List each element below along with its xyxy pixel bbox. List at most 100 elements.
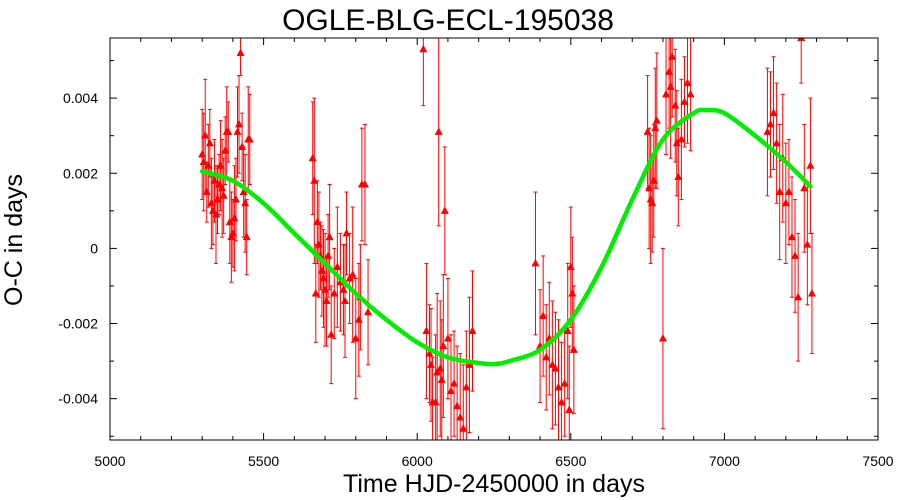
triangle-marker — [666, 82, 675, 90]
triangle-marker — [310, 176, 319, 184]
chart-title: OGLE-BLG-ECL-195038 — [282, 4, 614, 37]
data-point — [459, 364, 468, 440]
data-point — [794, 232, 803, 362]
data-point — [539, 255, 548, 377]
x-tick-label: 5000 — [94, 453, 125, 469]
y-tick-label: 0 — [90, 240, 98, 256]
data-point — [419, 38, 428, 107]
data-point — [453, 345, 462, 440]
data-point — [548, 300, 557, 430]
triangle-marker — [333, 262, 342, 271]
triangle-marker — [348, 270, 357, 278]
triangle-marker — [205, 138, 214, 147]
data-point — [440, 146, 449, 276]
triangle-marker — [450, 379, 459, 387]
triangle-marker — [557, 397, 566, 406]
data-point — [554, 319, 563, 440]
x-tick-label: 7500 — [862, 453, 893, 469]
data-point — [569, 285, 578, 415]
triangle-marker — [784, 187, 793, 196]
data-point — [791, 199, 800, 313]
triangle-marker — [554, 382, 563, 391]
triangle-marker — [807, 288, 816, 297]
data-point — [800, 123, 809, 253]
triangle-marker — [775, 187, 784, 196]
triangle-marker — [311, 288, 320, 297]
data-point — [360, 123, 369, 246]
triangle-marker — [446, 386, 455, 395]
triangle-marker — [360, 180, 369, 188]
data-point — [422, 262, 431, 400]
data-point — [236, 38, 245, 77]
triangle-marker — [351, 334, 360, 342]
triangle-marker — [680, 97, 689, 105]
x-axis-label: Time HJD-2450000 in days — [343, 470, 645, 498]
data-point — [462, 330, 471, 440]
data-point — [219, 157, 228, 234]
triangle-marker — [422, 326, 431, 335]
data-point — [245, 93, 254, 186]
triangle-marker — [465, 360, 474, 368]
plot-frame — [109, 37, 879, 441]
data-layer — [198, 38, 816, 440]
triangle-marker — [542, 352, 551, 361]
data-point — [807, 232, 816, 355]
tick-layer: 5000 5500 6000 6500 7000 7500 -0.004 -0.002 0 0.0… — [58, 38, 894, 469]
x-tick-label: 6500 — [555, 453, 586, 469]
data-point — [565, 345, 574, 440]
triangle-marker — [794, 292, 803, 301]
triangle-marker — [652, 116, 661, 124]
triangle-marker — [772, 138, 781, 147]
triangle-marker — [342, 228, 351, 237]
data-point — [766, 71, 775, 178]
triangle-marker — [677, 134, 686, 143]
data-point — [327, 285, 336, 385]
triangle-marker — [803, 240, 812, 248]
triangle-marker — [462, 382, 471, 391]
triangle-marker — [548, 360, 557, 368]
triangle-marker — [781, 198, 790, 207]
data-point — [468, 270, 477, 392]
data-point — [668, 38, 677, 118]
data-point — [443, 277, 452, 400]
triangle-marker — [674, 172, 683, 181]
data-point — [465, 296, 474, 433]
triangle-marker — [325, 232, 334, 241]
data-point — [433, 292, 442, 440]
triangle-marker — [800, 183, 809, 192]
data-point — [551, 311, 560, 426]
triangle-marker — [662, 89, 671, 98]
y-tick-label: 0.002 — [63, 165, 98, 181]
y-axis-label: O-C in days — [0, 174, 28, 306]
fit-layer — [199, 107, 813, 367]
triangle-marker — [456, 412, 465, 421]
triangle-marker — [364, 307, 373, 316]
data-point — [775, 123, 784, 261]
triangle-marker — [668, 52, 677, 60]
data-point — [439, 274, 448, 418]
triangle-marker — [439, 341, 448, 350]
triangle-marker — [683, 78, 692, 87]
triangle-marker — [769, 108, 778, 117]
data-point — [542, 304, 551, 411]
data-point — [652, 52, 661, 189]
data-point — [680, 56, 689, 148]
triangle-marker — [686, 89, 695, 98]
triangle-marker — [327, 330, 336, 338]
triangle-marker — [453, 401, 462, 410]
triangle-marker — [224, 127, 233, 135]
data-point — [787, 176, 796, 298]
triangle-marker — [569, 345, 578, 353]
triangle-marker — [345, 273, 354, 282]
triangle-marker — [806, 161, 815, 169]
data-point — [348, 206, 357, 343]
y-tick-label: -0.002 — [58, 316, 98, 332]
data-point — [450, 330, 459, 437]
triangle-marker — [459, 424, 468, 432]
x-tick-label: 7000 — [709, 453, 740, 469]
triangle-marker — [440, 206, 449, 214]
data-point — [674, 127, 683, 227]
triangle-marker — [560, 379, 569, 387]
data-point — [311, 244, 320, 343]
